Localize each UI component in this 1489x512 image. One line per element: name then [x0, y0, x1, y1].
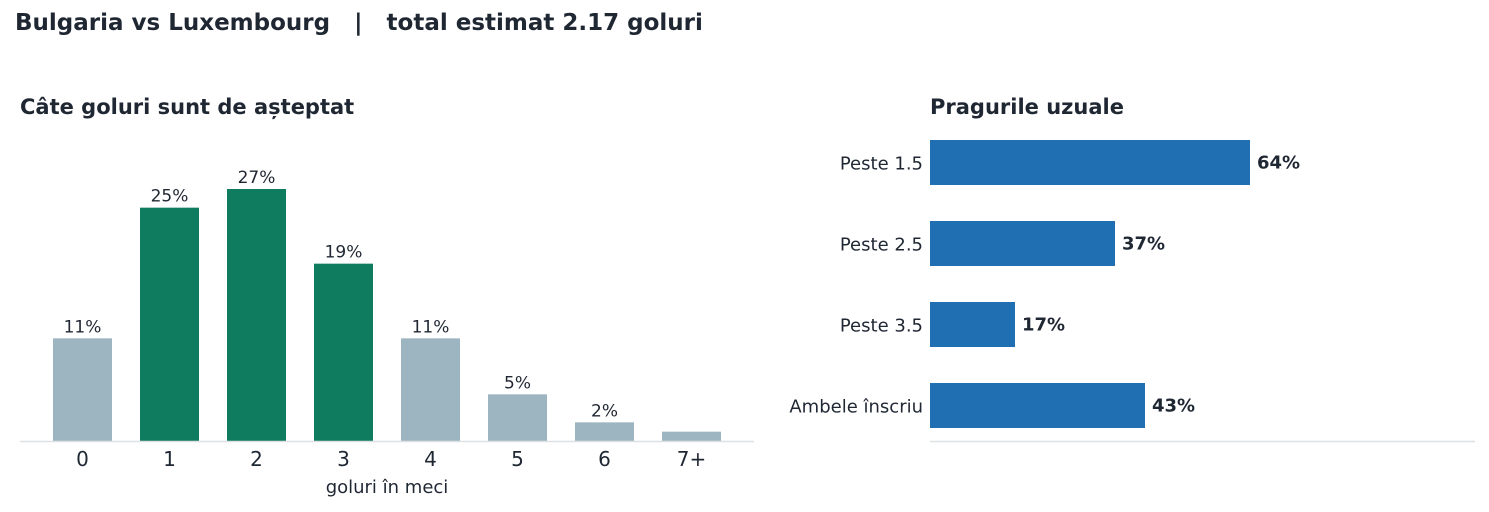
page-title: Bulgaria vs Luxembourg | total estimat 2…: [15, 10, 703, 36]
bar-1: [140, 207, 199, 441]
data-label: 64%: [1257, 153, 1300, 174]
x-tick-label: 7+: [677, 447, 706, 471]
x-tick-label: 2: [250, 447, 263, 471]
bar-0: [53, 338, 112, 441]
data-label: 27%: [238, 168, 276, 188]
bar-5: [488, 394, 547, 441]
bar-7+: [662, 431, 721, 441]
hbar-3: [930, 383, 1145, 428]
data-label: 5%: [504, 373, 531, 393]
data-label: 11%: [64, 317, 102, 337]
x-tick-label: 1: [163, 447, 176, 471]
data-label: 2%: [591, 401, 618, 421]
x-axis-label: goluri în meci: [326, 477, 449, 498]
chart-title: Câte goluri sunt de așteptat: [20, 95, 354, 119]
data-label: 11%: [412, 317, 450, 337]
bar-4: [401, 338, 460, 441]
y-tick-label: Ambele înscriu: [789, 397, 923, 418]
x-tick-label: 0: [76, 447, 89, 471]
x-tick-label: 5: [511, 447, 524, 471]
bar-6: [575, 422, 634, 441]
y-tick-label: Peste 3.5: [840, 316, 923, 337]
x-tick-label: 6: [598, 447, 611, 471]
data-label: 25%: [151, 187, 189, 207]
data-label: 43%: [1152, 396, 1195, 417]
x-tick-label: 4: [424, 447, 437, 471]
data-label: 17%: [1022, 315, 1065, 336]
bar-3: [314, 263, 373, 441]
y-tick-label: Peste 1.5: [840, 154, 923, 175]
hbar-2: [930, 302, 1015, 347]
hbar-1: [930, 221, 1115, 266]
bar-2: [227, 189, 286, 441]
hbar-0: [930, 140, 1250, 185]
goal-distribution-chart: Câte goluri sunt de așteptat11%025%127%2…: [20, 95, 754, 498]
data-label: 19%: [325, 243, 363, 263]
x-tick-label: 3: [337, 447, 350, 471]
data-label: 37%: [1122, 234, 1165, 255]
y-tick-label: Peste 2.5: [840, 235, 923, 256]
chart-title: Pragurile uzuale: [930, 95, 1124, 119]
